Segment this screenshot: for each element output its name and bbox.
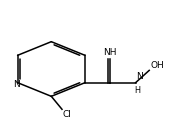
Text: N: N xyxy=(13,80,20,89)
Text: Cl: Cl xyxy=(63,110,72,119)
Text: OH: OH xyxy=(150,61,164,70)
Text: H: H xyxy=(135,86,141,95)
Text: NH: NH xyxy=(103,48,117,57)
Text: N: N xyxy=(137,72,143,81)
